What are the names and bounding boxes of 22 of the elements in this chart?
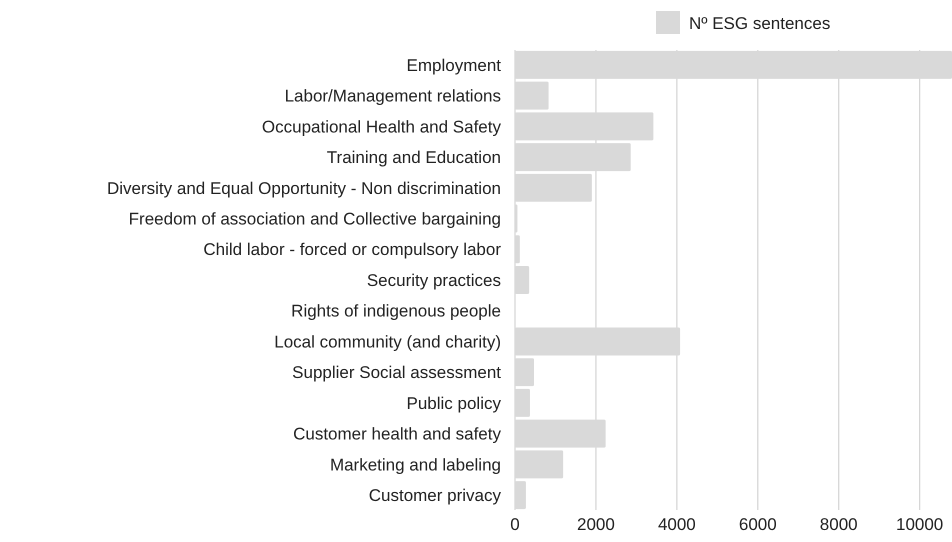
y-tick-label: Employment	[406, 56, 502, 75]
y-tick-label: Security practices	[366, 270, 501, 290]
x-tick-label: 4000	[658, 515, 696, 534]
y-tick-label: Local community (and charity)	[274, 332, 501, 352]
y-tick-label: Marketing and labeling	[330, 455, 501, 474]
y-tick-label: Freedom of association and Collective bargaining	[128, 209, 501, 228]
y-tick-label: Labor/Management relations	[284, 86, 501, 106]
legend-label: Nº ESG sentences	[689, 14, 830, 33]
y-tick-label: Customer privacy	[368, 486, 502, 506]
y-tick-label: Supplier Social assessment	[292, 363, 502, 382]
x-tick-label: 2000	[577, 515, 615, 534]
y-tick-label: Customer health and safety	[293, 424, 502, 444]
y-tick-label: Occupational Health and Safety	[262, 117, 502, 136]
x-tick-label: 6000	[738, 515, 777, 534]
y-tick-label: Diversity and Equal Opportunity - Non discrimination	[106, 178, 501, 198]
y-tick-label: Training and Education	[326, 148, 501, 168]
x-tick-label: 10000	[896, 515, 944, 534]
y-tick-label: Child labor - forced or compulsory labor	[203, 240, 502, 260]
y-tick-label: Public policy	[406, 394, 502, 413]
x-tick-label: 0	[510, 515, 520, 534]
x-tick-label: 8000	[820, 515, 858, 534]
y-tick-label: Rights of indigenous people	[291, 302, 501, 321]
